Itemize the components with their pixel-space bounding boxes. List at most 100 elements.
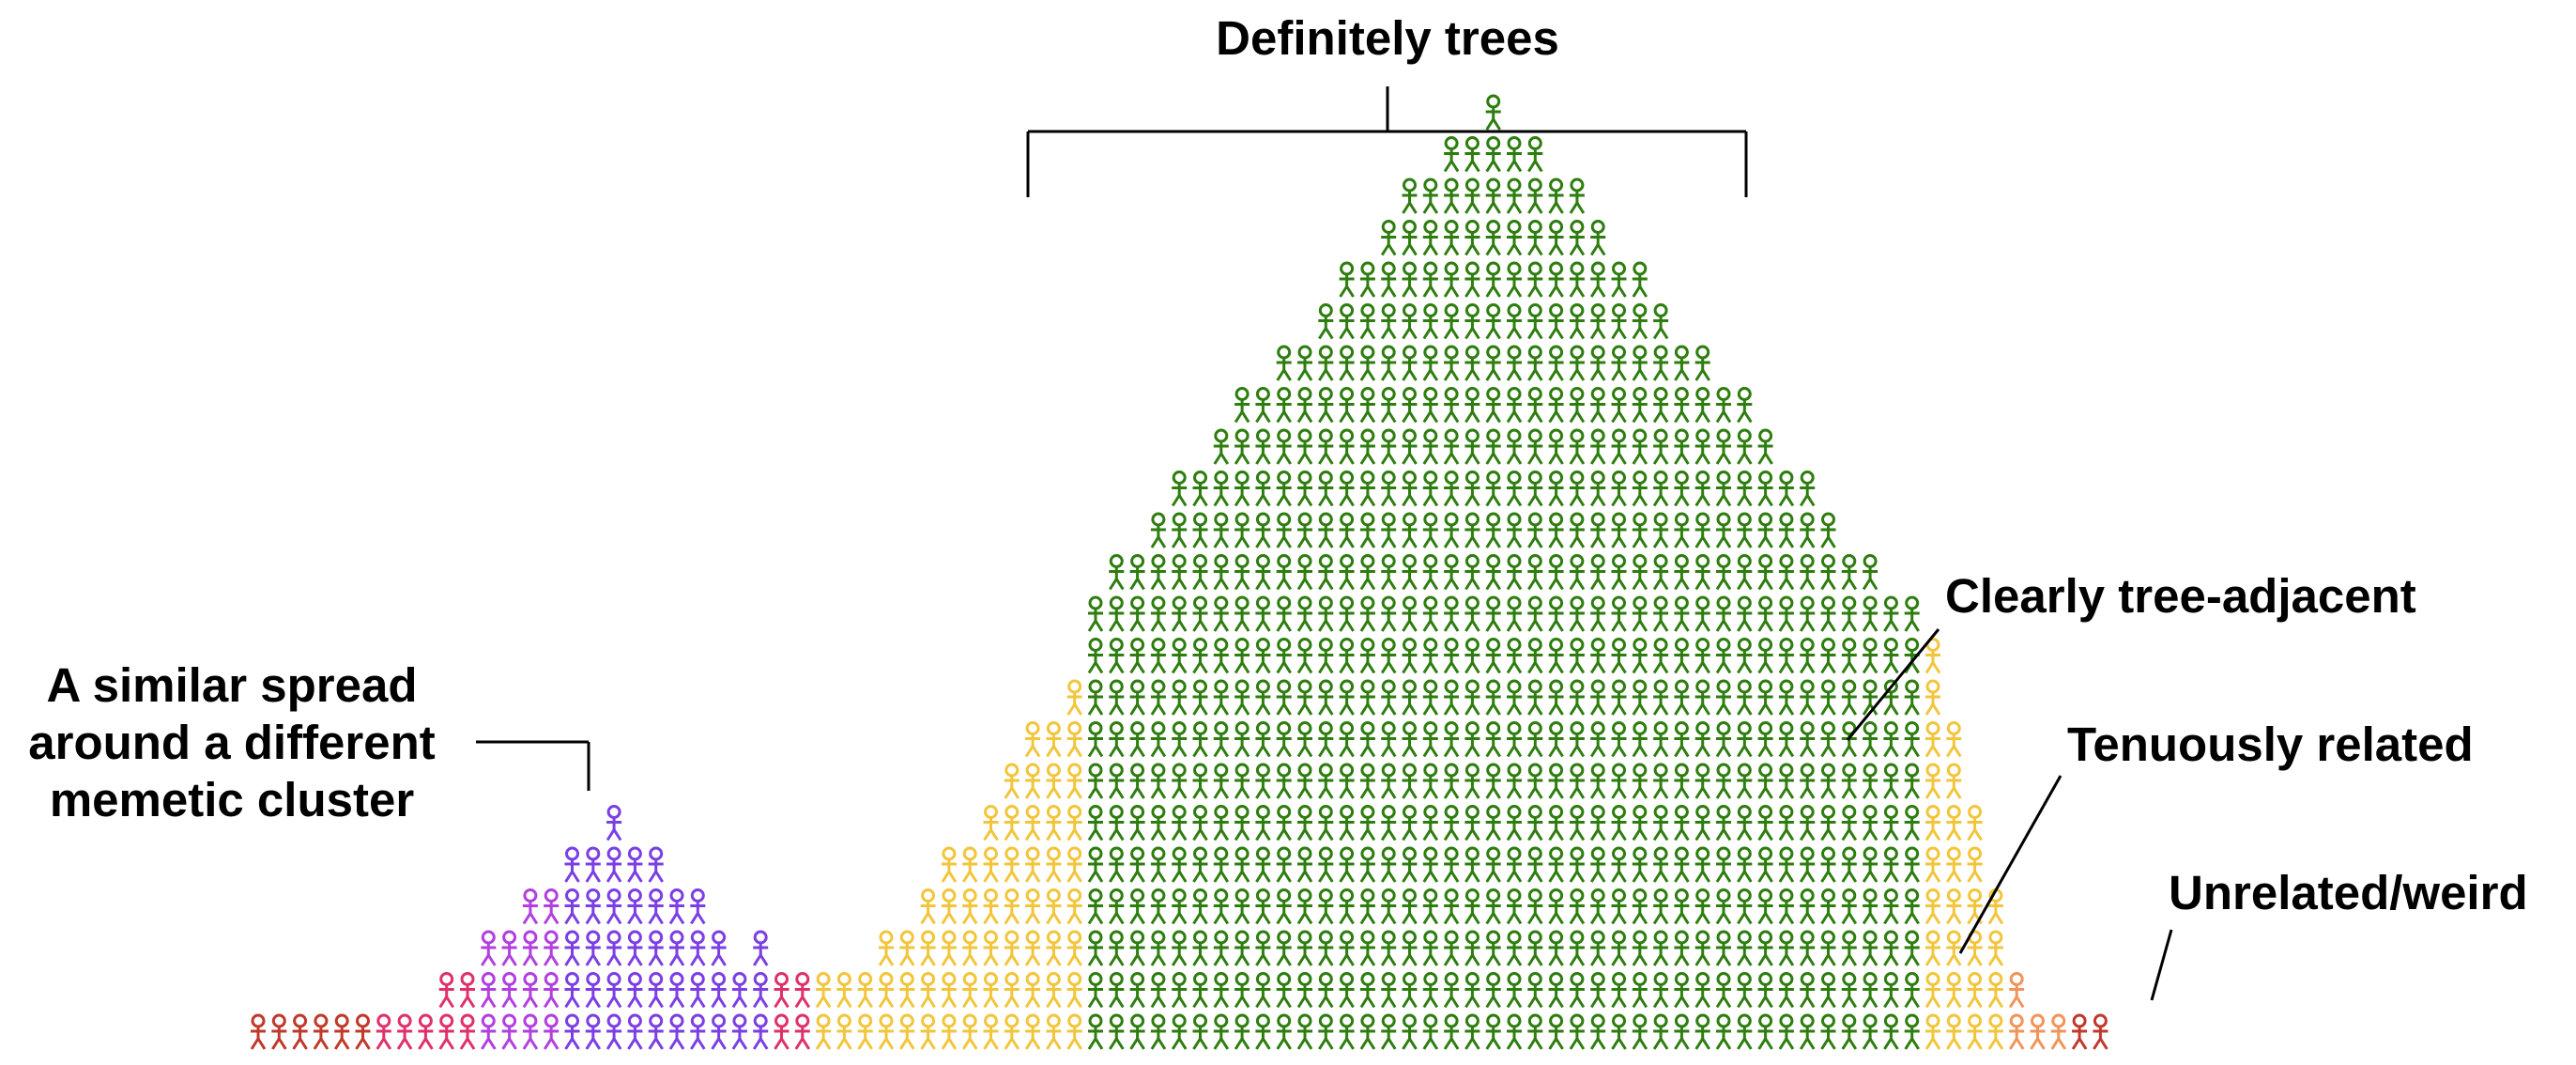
person-icon (710, 972, 728, 1009)
person-icon (1358, 428, 1377, 466)
person-icon (1421, 178, 1440, 215)
person-icon (773, 972, 790, 1009)
person-icon (500, 972, 519, 1009)
person-icon (1338, 888, 1357, 925)
person-icon (647, 1013, 666, 1051)
person-icon (1358, 888, 1377, 925)
person-icon (688, 972, 707, 1009)
person-icon (667, 1013, 686, 1051)
person-icon (1233, 1013, 1251, 1051)
person-icon (1212, 972, 1231, 1009)
person-icon (1170, 721, 1188, 758)
person-icon (1651, 805, 1670, 841)
person-icon (1442, 763, 1461, 800)
person-icon (1651, 972, 1670, 1009)
person-icon (1631, 846, 1649, 884)
person-icon (1463, 930, 1481, 967)
person-icon (1881, 805, 1900, 841)
person-icon (1149, 930, 1168, 967)
person-icon (1023, 763, 1042, 800)
person-icon (521, 972, 540, 1009)
person-icon (1401, 679, 1418, 717)
person-icon (1484, 846, 1503, 884)
person-icon (1442, 554, 1461, 591)
person-icon (1651, 595, 1670, 633)
person-icon (1484, 261, 1503, 299)
person-icon (1505, 763, 1524, 800)
person-icon (1338, 930, 1357, 967)
person-icon (1296, 1013, 1314, 1051)
person-icon (647, 888, 666, 925)
person-icon (1463, 178, 1481, 215)
person-icon (1903, 595, 1922, 633)
person-icon (1588, 595, 1607, 633)
person-icon (1610, 428, 1628, 466)
person-icon (1610, 1013, 1628, 1051)
person-icon (1484, 471, 1503, 507)
person-icon (291, 1013, 310, 1051)
person-icon (1442, 805, 1461, 841)
person-icon (1714, 387, 1733, 424)
person-icon (751, 930, 770, 967)
person-icon (1819, 846, 1837, 884)
person-icon (1484, 763, 1503, 800)
person-icon (1588, 763, 1607, 800)
person-icon (1170, 805, 1188, 841)
person-icon (1547, 1013, 1566, 1051)
person-icon (1924, 846, 1942, 884)
person-icon (1107, 972, 1126, 1009)
person-icon (1191, 554, 1209, 591)
person-icon (1588, 428, 1607, 466)
person-icon (1777, 638, 1796, 674)
person-icon (479, 972, 498, 1009)
person-icon (1086, 638, 1105, 674)
person-icon (1379, 888, 1398, 925)
person-icon (269, 1013, 288, 1051)
person-icon (1756, 471, 1775, 507)
person-icon (1128, 554, 1147, 591)
person-icon (2007, 972, 2026, 1009)
person-icon (1253, 888, 1272, 925)
person-icon (1442, 178, 1461, 215)
person-icon (1944, 972, 1963, 1009)
person-icon (1777, 763, 1796, 800)
person-icon (1253, 805, 1272, 841)
person-icon (1881, 595, 1900, 633)
person-icon (1840, 846, 1859, 884)
person-icon (793, 972, 812, 1009)
person-icon (1191, 471, 1209, 507)
person-icon (1170, 471, 1188, 507)
person-icon (1338, 721, 1357, 758)
person-icon (1714, 805, 1733, 841)
person-icon (1212, 638, 1231, 674)
person-icon (1610, 387, 1628, 424)
person-icon (563, 930, 581, 967)
person-icon (1421, 1013, 1440, 1051)
person-icon (1694, 345, 1712, 382)
person-icon (1798, 763, 1817, 800)
person-icon (1526, 261, 1544, 299)
person-icon (1233, 846, 1251, 884)
person-icon (1253, 972, 1272, 1009)
person-icon (1526, 763, 1544, 800)
person-icon (1777, 846, 1796, 884)
person-icon (1735, 638, 1754, 674)
person-icon (625, 846, 644, 884)
person-icon (1401, 261, 1418, 299)
person-icon (1588, 805, 1607, 841)
person-icon (1107, 679, 1126, 717)
person-icon (1401, 930, 1418, 967)
person-icon (2029, 1013, 2047, 1051)
person-icon (1170, 1013, 1188, 1051)
person-icon (1777, 471, 1796, 507)
person-icon (1358, 387, 1377, 424)
person-icon (1631, 763, 1649, 800)
person-icon (1275, 930, 1294, 967)
person-icon (416, 1013, 435, 1051)
person-icon (1568, 345, 1587, 382)
person-icon (1086, 846, 1105, 884)
person-icon (1756, 554, 1775, 591)
person-icon (1610, 930, 1628, 967)
person-icon (1735, 972, 1754, 1009)
person-icon (1631, 679, 1649, 717)
